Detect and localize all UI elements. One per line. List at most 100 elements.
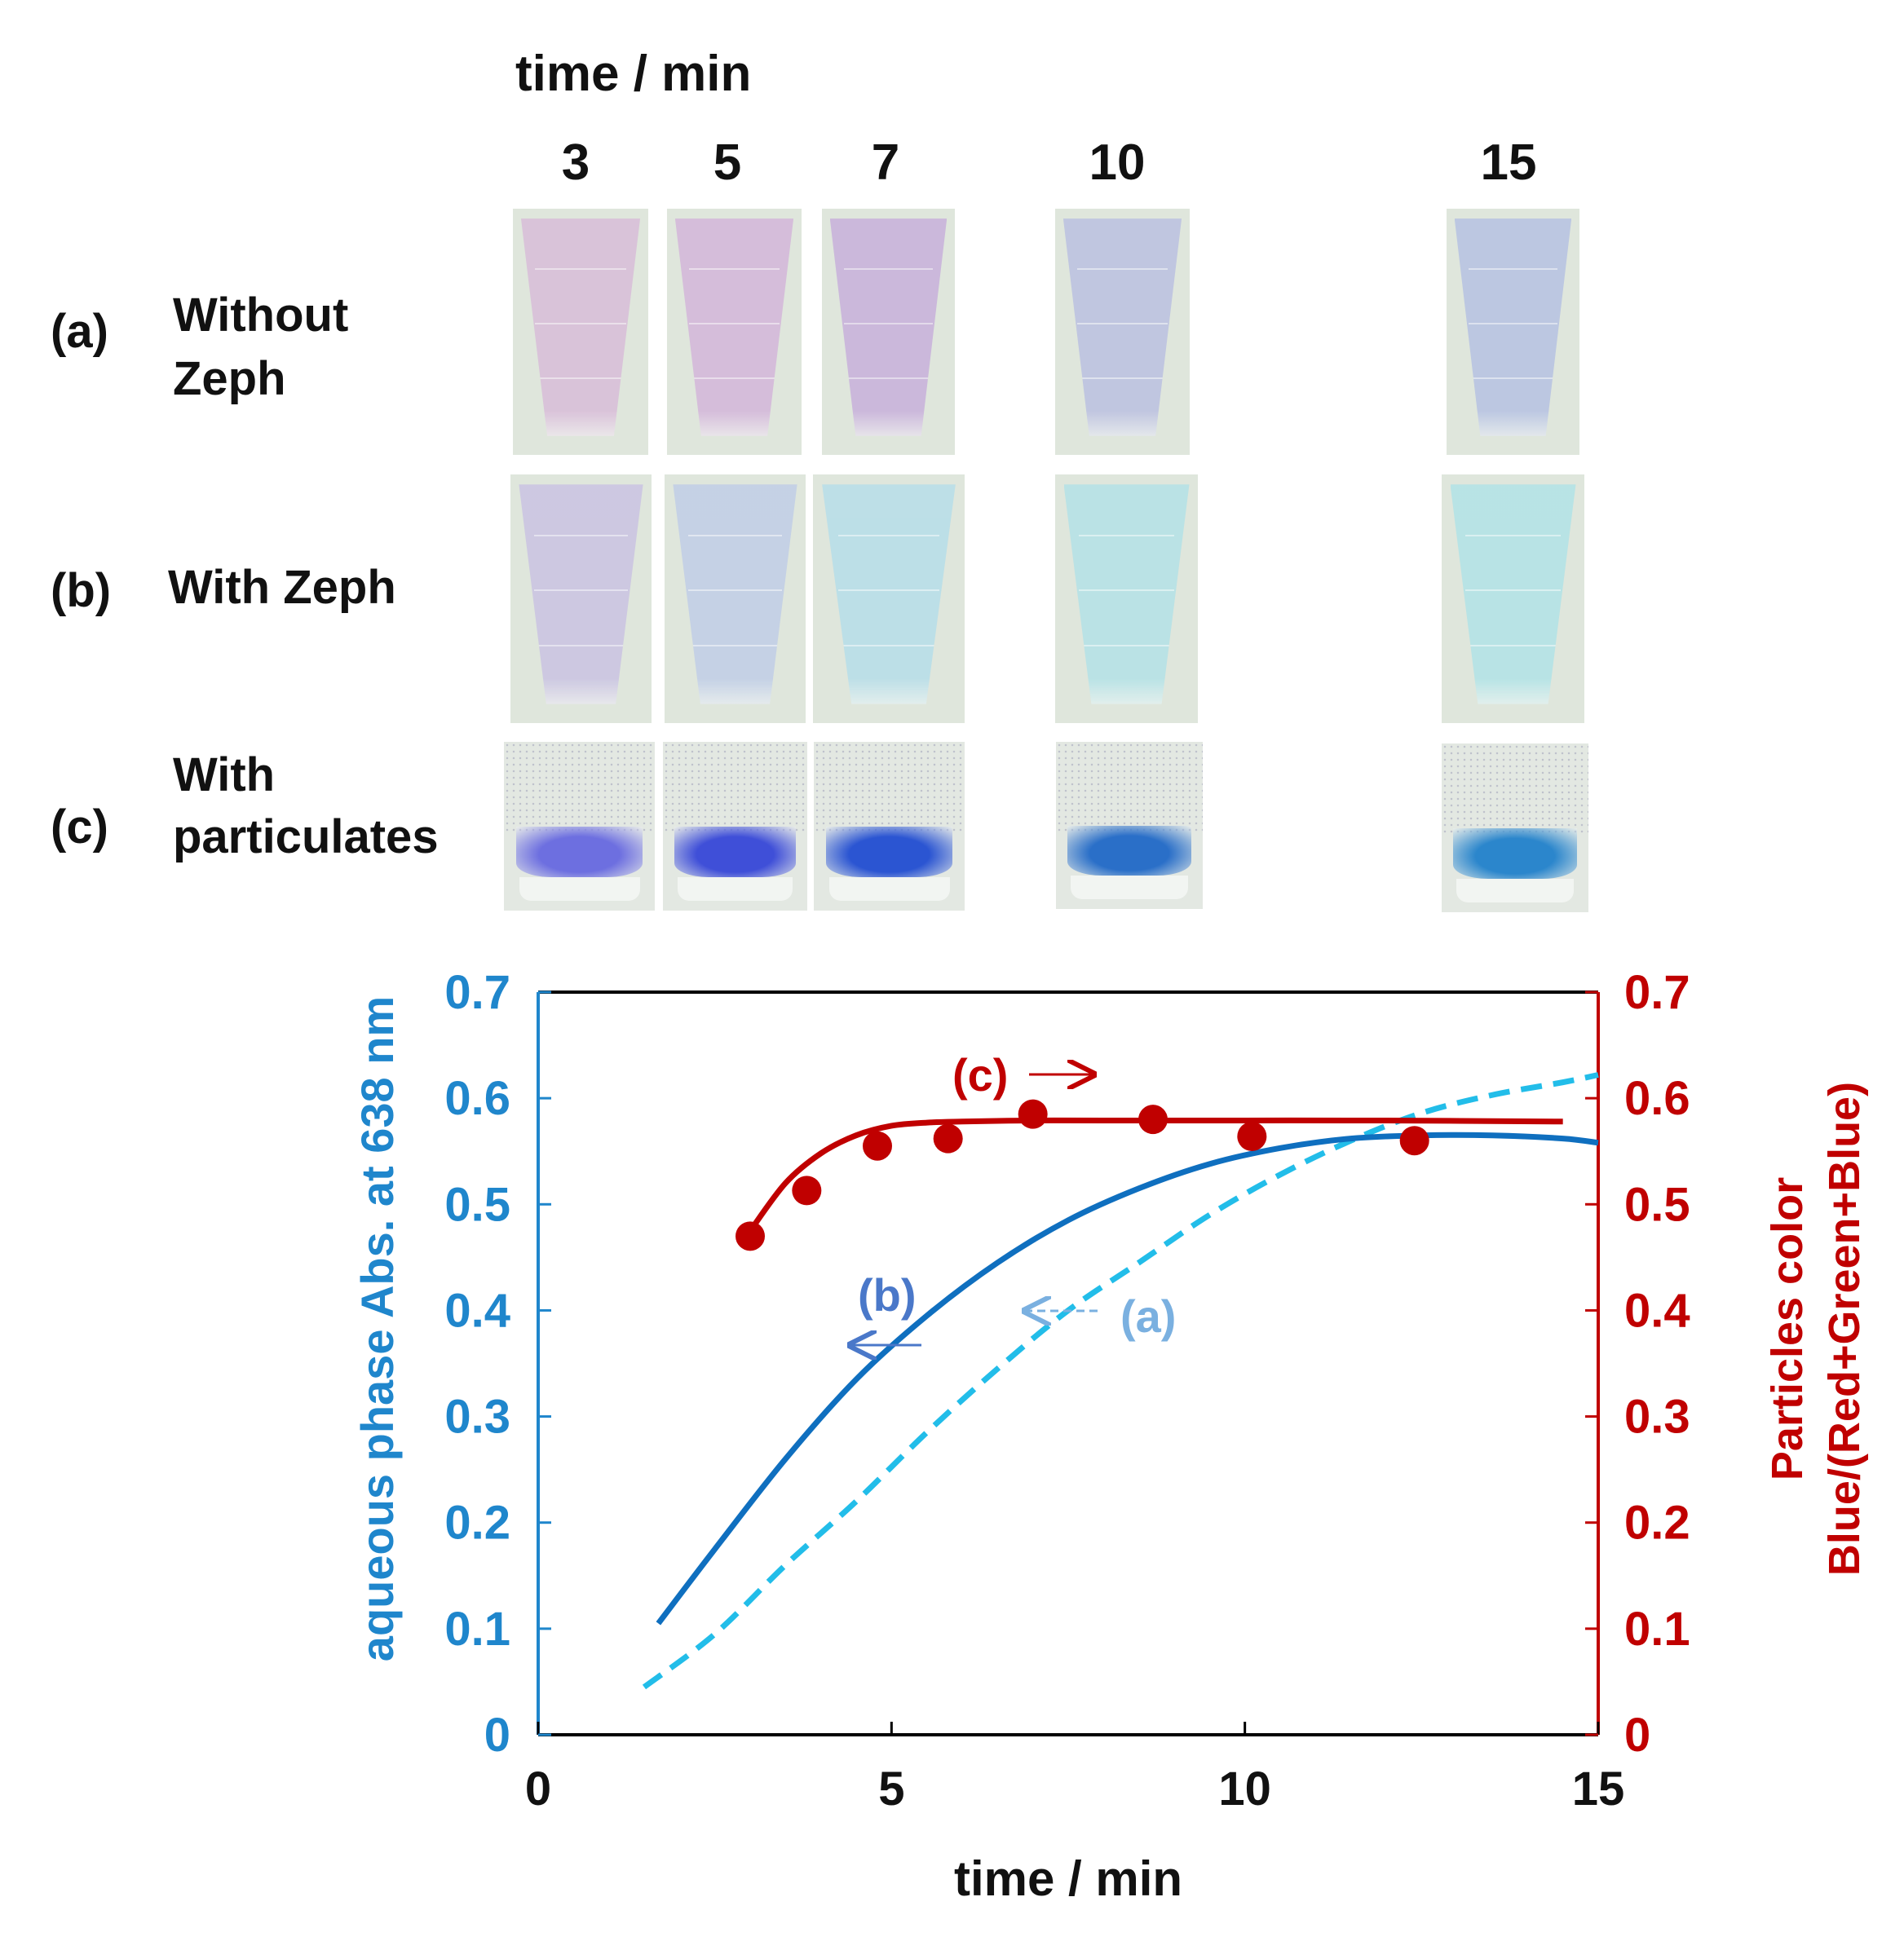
photos-time-header: time / min — [515, 46, 752, 102]
series-a-line — [642, 1072, 1599, 1690]
time-label-7: 7 — [871, 135, 900, 191]
row-c-label-line1: With — [173, 748, 276, 801]
tube-graduation — [1464, 534, 1562, 536]
tube-a-7min — [829, 218, 948, 436]
tube-graduation — [533, 589, 629, 592]
photo-a-7min — [822, 209, 955, 455]
series-c-point — [1018, 1099, 1048, 1129]
particles-haze — [814, 742, 965, 835]
tube-graduation — [837, 644, 940, 646]
particles-haze — [663, 742, 807, 835]
tube-graduation — [533, 534, 629, 536]
tube-graduation — [535, 268, 626, 271]
tube-graduation — [1078, 589, 1175, 592]
tube-bottom — [1071, 876, 1188, 899]
series-c-point — [1399, 1126, 1429, 1156]
series-c-fit-line — [748, 1117, 1563, 1233]
tube-graduation — [689, 377, 780, 379]
y-right-tick-label-0.6: 0.6 — [1624, 1072, 1690, 1125]
y-left-tick-label-0: 0 — [484, 1709, 510, 1762]
tube-graduation — [1077, 322, 1168, 324]
row-b-label: With Zeph — [168, 561, 396, 614]
series-c-point — [1237, 1121, 1267, 1151]
photo-b-10min — [1055, 474, 1198, 723]
particles-blob-c-5min — [674, 826, 796, 877]
tube-graduation — [689, 268, 780, 271]
y-right-tick-label-0.1: 0.1 — [1624, 1603, 1690, 1656]
series-c-point — [863, 1131, 892, 1161]
row-a-label-line2: Zeph — [173, 352, 286, 405]
x-tick-label-5: 5 — [878, 1762, 904, 1815]
photo-a-10min — [1055, 209, 1190, 455]
tube-graduation — [535, 322, 626, 324]
photo-a-15min — [1447, 209, 1579, 455]
y-right-tick-label-0.3: 0.3 — [1624, 1391, 1690, 1444]
tube-bottom — [1456, 878, 1574, 902]
tube-graduation — [843, 377, 934, 379]
photo-b-7min — [813, 474, 965, 723]
tube-graduation — [1078, 534, 1175, 536]
series-group — [642, 1072, 1599, 1690]
photo-c-3min — [504, 742, 655, 911]
tube-graduation — [533, 644, 629, 646]
y-right-tick-label-0: 0 — [1624, 1709, 1650, 1762]
tube-graduation — [1464, 589, 1562, 592]
tube-graduation — [535, 377, 626, 379]
y-left-tick-label-0.3: 0.3 — [444, 1391, 510, 1444]
time-label-3: 3 — [561, 135, 590, 191]
x-tick-label-10: 10 — [1218, 1762, 1271, 1815]
time-label-10: 10 — [1089, 135, 1146, 191]
x-tick-label-0: 0 — [525, 1762, 551, 1815]
tube-graduation — [1464, 644, 1562, 646]
particles-blob-c-10min — [1067, 825, 1191, 876]
y-left-tick-label-0.1: 0.1 — [444, 1603, 510, 1656]
y-axis-right-title-line1: Particles color — [1763, 1177, 1812, 1480]
tube-graduation — [1077, 377, 1168, 379]
annotation-b: (b) — [858, 1269, 917, 1321]
tube-bottom — [519, 876, 640, 901]
time-label-15: 15 — [1480, 135, 1537, 191]
tube-b-3min — [519, 484, 643, 704]
row-a-letter: (a) — [51, 305, 108, 358]
series-c-point — [792, 1176, 822, 1206]
annotation-c: (c) — [952, 1049, 1008, 1101]
tube-graduation — [1468, 268, 1558, 271]
tube-b-5min — [673, 484, 797, 704]
particles-blob-c-3min — [515, 826, 643, 877]
y-right-tick-label-0.2: 0.2 — [1624, 1497, 1690, 1550]
y-left-tick-label-0.4: 0.4 — [444, 1284, 510, 1337]
photo-c-15min — [1442, 743, 1588, 912]
y-right-tick-label-0.7: 0.7 — [1624, 966, 1690, 1019]
particles-haze — [1442, 743, 1588, 836]
particles-blob-c-15min — [1453, 827, 1577, 879]
photo-c-7min — [814, 742, 965, 911]
x-axis-title: time / min — [954, 1851, 1182, 1906]
series-c-point — [736, 1221, 765, 1251]
tube-bottom — [677, 876, 793, 901]
photo-c-5min — [663, 742, 807, 911]
annotation-a: (a) — [1120, 1290, 1176, 1342]
y-axis-left-title: aqueous phase Abs. at 638 nm — [351, 996, 403, 1661]
row-a-label-line1: Without — [173, 289, 349, 342]
y-left-tick-label-0.2: 0.2 — [444, 1497, 510, 1550]
series-b-line — [656, 1132, 1599, 1626]
time-label-5: 5 — [713, 135, 742, 191]
photo-b-5min — [665, 474, 806, 723]
tube-b-10min — [1063, 484, 1190, 704]
tube-a-3min — [520, 218, 641, 436]
particles-blob-c-7min — [825, 826, 953, 877]
y-left-tick-label-0.7: 0.7 — [444, 966, 510, 1019]
photo-b-3min — [510, 474, 652, 723]
tube-graduation — [687, 589, 783, 592]
tube-graduation — [837, 589, 940, 592]
tube-bottom — [828, 876, 950, 901]
tube-graduation — [837, 534, 940, 536]
tube-graduation — [689, 322, 780, 324]
series-c-point — [933, 1123, 963, 1154]
photo-b-15min — [1442, 474, 1584, 723]
photo-a-5min — [667, 209, 802, 455]
particles-haze — [504, 742, 655, 835]
y-left-tick-label-0.5: 0.5 — [444, 1178, 510, 1231]
y-right-tick-label-0.5: 0.5 — [1624, 1178, 1690, 1231]
row-c-label-line2: particulates — [173, 810, 439, 863]
